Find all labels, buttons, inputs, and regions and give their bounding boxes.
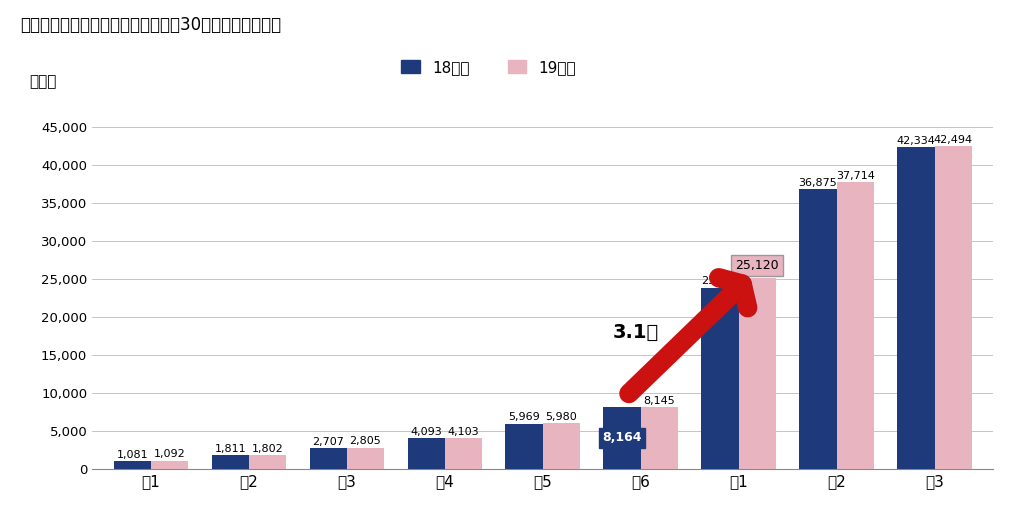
Legend: 18年度, 19年度: 18年度, 19年度 [395, 54, 582, 81]
Bar [897, 147, 935, 469]
Text: 1,081: 1,081 [117, 450, 148, 460]
Text: 8,164: 8,164 [602, 431, 642, 444]
Bar [603, 407, 641, 469]
Text: 5,969: 5,969 [508, 413, 540, 423]
Bar [641, 407, 678, 469]
Bar [738, 278, 776, 469]
Text: 1,802: 1,802 [252, 444, 284, 454]
Bar [444, 438, 482, 469]
Text: 8,145: 8,145 [643, 396, 675, 406]
Text: 36,875: 36,875 [799, 178, 838, 188]
Bar [309, 449, 347, 469]
Bar [249, 455, 286, 469]
Bar [408, 438, 444, 469]
Bar [151, 461, 188, 469]
Text: 42,334: 42,334 [896, 136, 935, 146]
Text: 5,980: 5,980 [546, 412, 578, 423]
Bar [114, 461, 151, 469]
Text: 4,103: 4,103 [447, 427, 479, 437]
Text: 2,805: 2,805 [349, 437, 381, 446]
Text: 25,120: 25,120 [735, 259, 779, 272]
Text: 1,811: 1,811 [214, 444, 246, 454]
Bar [701, 288, 738, 469]
Text: 23,860: 23,860 [700, 277, 739, 287]
Bar [506, 424, 543, 469]
Text: （人）: （人） [29, 75, 56, 90]
Text: ３－６図　学年別不登校児童生徒（30日以上欠席者）数: ３－６図 学年別不登校児童生徒（30日以上欠席者）数 [20, 16, 282, 34]
Bar [543, 424, 580, 469]
Bar [800, 189, 837, 469]
Text: 4,093: 4,093 [411, 427, 442, 437]
Bar [347, 448, 384, 469]
Text: 1,092: 1,092 [154, 450, 185, 460]
Text: 2,707: 2,707 [312, 437, 344, 447]
Text: 3.1倍: 3.1倍 [612, 324, 658, 342]
Bar [935, 146, 972, 469]
Text: 42,494: 42,494 [934, 135, 973, 145]
Text: 37,714: 37,714 [836, 171, 874, 181]
Bar [837, 182, 873, 469]
Bar [212, 455, 249, 469]
